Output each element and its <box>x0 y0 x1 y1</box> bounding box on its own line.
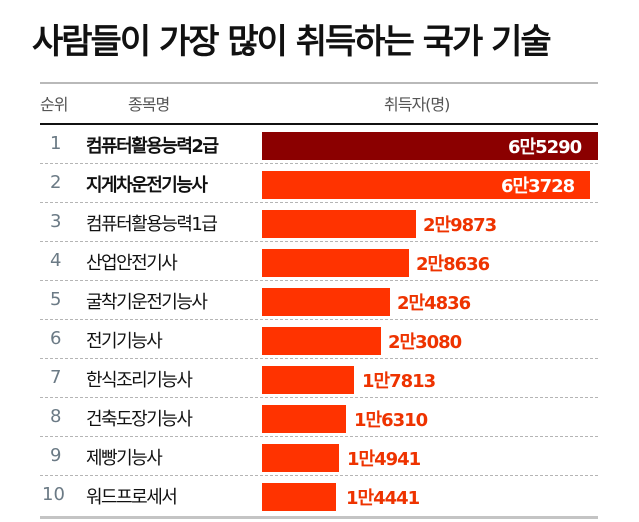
value-label: 1만6310 <box>354 410 428 431</box>
table-row: 5 굴착기운전기능사 2만4836 <box>40 281 598 320</box>
value-bar <box>262 288 390 316</box>
item-name: 한식조리기능사 <box>86 370 193 391</box>
bottom-rule <box>40 516 598 519</box>
rank-number: 2 <box>50 172 62 193</box>
rank-number: 4 <box>50 250 62 271</box>
value-label: 6만3728 <box>501 176 575 197</box>
item-name: 컴퓨터활용능력2급 <box>86 136 219 157</box>
value-label: 6만5290 <box>508 137 582 158</box>
value-bar <box>262 483 336 511</box>
table-row: 1 컴퓨터활용능력2급 6만5290 <box>40 125 598 164</box>
value-label: 2만9873 <box>423 215 497 236</box>
value-label: 1만4441 <box>346 488 420 509</box>
value-label: 2만4836 <box>397 293 471 314</box>
table-row: 6 전기기능사 2만3080 <box>40 320 598 359</box>
rank-number: 5 <box>50 289 62 310</box>
header-value: 취득자(명) <box>384 95 450 114</box>
value-bar <box>262 327 381 355</box>
header-name: 종목명 <box>128 95 170 114</box>
value-bar <box>262 171 590 199</box>
rank-number: 8 <box>50 406 62 427</box>
table-row: 7 한식조리기능사 1만7813 <box>40 359 598 398</box>
ranking-table: 1 컴퓨터활용능력2급 6만5290 2 지게차운전기능사 6만3728 3 컴… <box>40 125 598 515</box>
header-rule <box>40 123 598 125</box>
rank-number: 10 <box>42 484 65 505</box>
table-row: 10 워드프로세서 1만4441 <box>40 476 598 515</box>
value-label: 1만7813 <box>362 371 436 392</box>
rank-number: 9 <box>50 445 62 466</box>
rank-number: 3 <box>50 211 62 232</box>
item-name: 굴착기운전기능사 <box>86 292 208 313</box>
table-row: 9 제빵기능사 1만4941 <box>40 437 598 476</box>
item-name: 전기기능사 <box>86 331 163 352</box>
header-rank: 순위 <box>40 95 68 114</box>
table-row: 3 컴퓨터활용능력1급 2만9873 <box>40 203 598 242</box>
table-row: 2 지게차운전기능사 6만3728 <box>40 164 598 203</box>
value-bar <box>262 366 354 394</box>
rank-number: 7 <box>50 367 62 388</box>
item-name: 워드프로세서 <box>86 487 178 508</box>
item-name: 컴퓨터활용능력1급 <box>86 214 218 235</box>
table-row: 8 건축도장기능사 1만6310 <box>40 398 598 437</box>
item-name: 건축도장기능사 <box>86 409 193 430</box>
value-bar <box>262 405 346 433</box>
value-label: 2만3080 <box>388 332 462 353</box>
value-bar <box>262 132 598 160</box>
value-bar <box>262 444 339 472</box>
item-name: 지게차운전기능사 <box>86 175 208 196</box>
value-label: 2만8636 <box>416 254 490 275</box>
chart-title: 사람들이 가장 많이 취득하는 국가 기술 <box>32 22 552 62</box>
top-rule <box>40 82 598 84</box>
value-bar <box>262 249 409 277</box>
rank-number: 6 <box>50 328 62 349</box>
value-label: 1만4941 <box>347 449 421 470</box>
table-row: 4 산업안전기사 2만8636 <box>40 242 598 281</box>
item-name: 산업안전기사 <box>86 253 178 274</box>
item-name: 제빵기능사 <box>86 448 163 469</box>
value-bar <box>262 210 416 238</box>
rank-number: 1 <box>50 133 62 154</box>
